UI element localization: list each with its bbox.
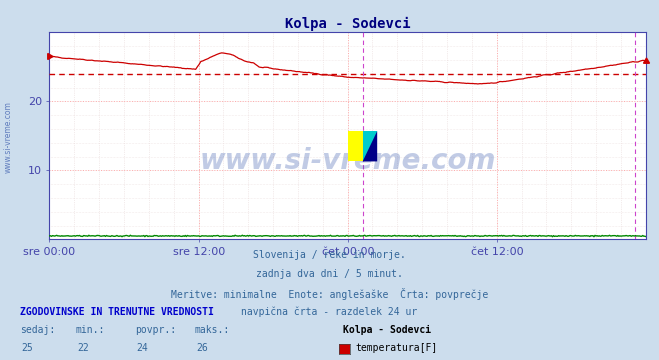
Polygon shape xyxy=(362,131,377,161)
Text: min.:: min.: xyxy=(76,325,105,335)
Text: 24: 24 xyxy=(136,343,148,353)
Polygon shape xyxy=(348,131,362,161)
Text: navpična črta - razdelek 24 ur: navpična črta - razdelek 24 ur xyxy=(241,306,418,317)
Text: 25: 25 xyxy=(21,343,33,353)
Polygon shape xyxy=(362,131,377,161)
Text: Kolpa - Sodevci: Kolpa - Sodevci xyxy=(343,325,431,335)
Polygon shape xyxy=(362,146,377,161)
Text: temperatura[F]: temperatura[F] xyxy=(356,343,438,353)
Text: Meritve: minimalne  Enote: anglešaške  Črta: povprečje: Meritve: minimalne Enote: anglešaške Črt… xyxy=(171,288,488,300)
Text: www.si-vreme.com: www.si-vreme.com xyxy=(200,147,496,175)
Text: zadnja dva dni / 5 minut.: zadnja dva dni / 5 minut. xyxy=(256,269,403,279)
Title: Kolpa - Sodevci: Kolpa - Sodevci xyxy=(285,17,411,31)
Text: maks.:: maks.: xyxy=(194,325,229,335)
Text: povpr.:: povpr.: xyxy=(135,325,176,335)
Text: ZGODOVINSKE IN TRENUTNE VREDNOSTI: ZGODOVINSKE IN TRENUTNE VREDNOSTI xyxy=(20,307,214,317)
Text: 26: 26 xyxy=(196,343,208,353)
Text: www.si-vreme.com: www.si-vreme.com xyxy=(3,101,13,173)
Polygon shape xyxy=(362,131,377,161)
Text: 22: 22 xyxy=(77,343,89,353)
Text: Slovenija / reke in morje.: Slovenija / reke in morje. xyxy=(253,250,406,260)
Text: sedaj:: sedaj: xyxy=(20,325,55,335)
